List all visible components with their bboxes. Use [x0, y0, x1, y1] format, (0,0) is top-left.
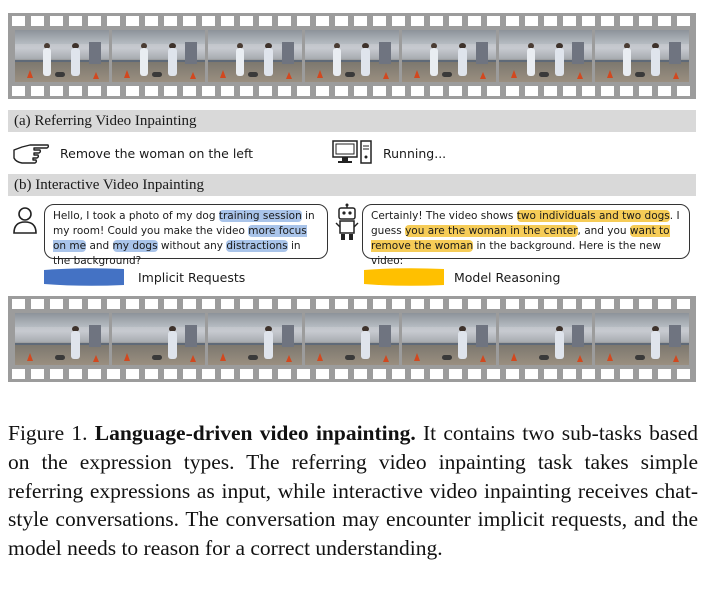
video-frame: [208, 30, 303, 82]
input-video-strip: [8, 13, 696, 99]
referring-instruction: Remove the woman on the left: [60, 146, 254, 161]
film-perforations: [12, 86, 692, 96]
model-text: . I guess: [371, 210, 680, 237]
figure-number: Figure 1.: [8, 421, 88, 445]
pointing-hand-icon: [13, 144, 50, 164]
model-reasoning-label: Model Reasoning: [454, 270, 561, 285]
implicit-highlight: training session: [218, 210, 302, 222]
user-text: in my room! Could you make the video: [53, 210, 315, 237]
video-frame: [498, 30, 593, 82]
model-reasoning-swatch: [364, 268, 444, 286]
user-text: in the background?: [53, 240, 301, 267]
model-text: , and you: [577, 225, 630, 237]
model-text: in the background. Here is the new video…: [371, 240, 661, 267]
input-frames: [15, 30, 690, 82]
running-status: Running...: [383, 146, 447, 161]
section-a-label: (a) Referring Video Inpainting: [14, 113, 197, 129]
figure-caption: Figure 1. Language-driven video inpainti…: [8, 419, 698, 563]
section-a-header: (a) Referring Video Inpainting: [8, 110, 696, 132]
implicit-requests-label: Implicit Requests: [138, 270, 246, 285]
model-message-bubble: Certainly! The video shows two individua…: [362, 204, 690, 267]
user-text: Hello, I took a photo of my dog: [53, 210, 219, 222]
video-frame: [401, 313, 496, 365]
figure-title: Language-driven video inpainting.: [94, 421, 416, 445]
video-frame: [305, 313, 399, 365]
film-perforations: [12, 16, 692, 26]
video-frame: [595, 313, 690, 365]
computer-icon: [332, 140, 372, 164]
video-frame: [111, 30, 206, 82]
video-frame: [15, 313, 109, 365]
film-perforations: [12, 369, 692, 379]
user-icon: [13, 207, 37, 234]
video-frame: [498, 313, 593, 365]
robot-icon: [335, 203, 359, 240]
video-frame: [305, 30, 399, 82]
video-frame: [401, 30, 496, 82]
video-frame: [111, 313, 206, 365]
video-frame: [208, 313, 303, 365]
output-video-strip: [8, 296, 696, 382]
video-frame: [595, 30, 690, 82]
user-text: and: [86, 240, 113, 252]
section-b-header: (b) Interactive Video Inpainting: [8, 174, 696, 196]
film-perforations: [12, 299, 692, 309]
implicit-requests-swatch: [44, 268, 124, 286]
implicit-highlight: my dogs: [112, 240, 158, 252]
user-message-bubble: Hello, I took a photo of my dog training…: [44, 204, 328, 267]
output-frames: [15, 313, 690, 365]
reasoning-highlight: two individuals and two dogs: [516, 210, 670, 222]
video-frame: [15, 30, 109, 82]
section-b-label: (b) Interactive Video Inpainting: [14, 177, 205, 193]
figure-description: It contains two sub-tasks based on the e…: [8, 421, 699, 561]
implicit-highlight: distractions: [226, 240, 288, 252]
model-text: Certainly! The video shows: [371, 210, 517, 222]
reasoning-highlight: you are the woman in the center: [405, 225, 578, 237]
user-text: without any: [157, 240, 227, 252]
